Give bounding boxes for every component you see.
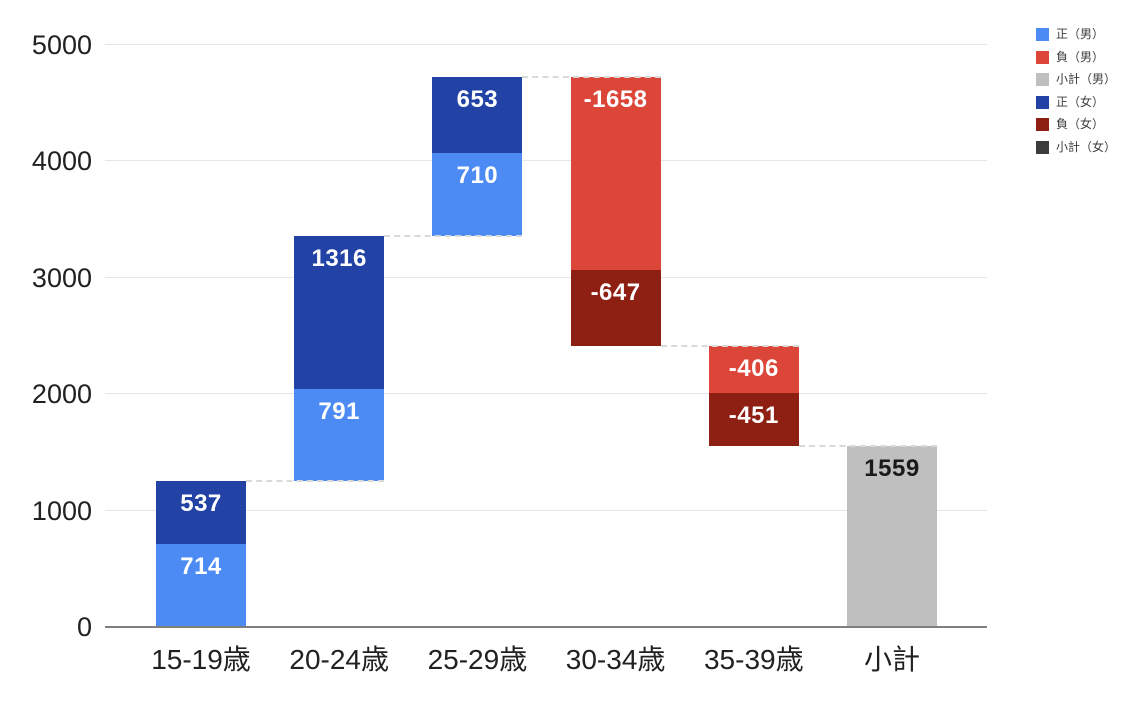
bar-value-label: -1658 [583,86,648,114]
y-tick-label-2000: 2000 [31,379,92,410]
bar-segment-正（男）[interactable]: 710 [432,153,523,237]
y-tick-label-5000: 5000 [31,30,92,60]
bar-segment-正（女）[interactable]: 1316 [294,236,385,390]
bar-segment-小計（男）[interactable]: 1559 [847,445,937,627]
y-tick-label-0: 0 [76,612,92,642]
gridline-2000 [105,393,987,395]
legend-item-正（女）[interactable]: 正（女） [1036,94,1104,110]
x-tick-label-30-34歳: 30-34歳 [565,644,666,675]
legend-swatch-icon [1036,95,1049,109]
x-tick-label-15-19歳: 15-19歳 [151,644,251,675]
legend-item-小計（男）[interactable]: 小計（男） [1036,71,1116,87]
x-tick-label-20-24歳: 20-24歳 [289,644,389,675]
bar-segment-正（男）[interactable]: 714 [156,543,246,627]
bar-value-label: 1316 [311,245,367,273]
bar-value-label: 710 [456,162,499,190]
bar-segment-負（男）[interactable]: -406 [708,345,799,394]
legend-swatch-icon [1036,72,1049,86]
bar-segment-負（女）[interactable]: -451 [708,393,799,446]
bar-value-label: -647 [590,279,641,307]
waterfall-connector [522,76,661,79]
legend-swatch-icon [1036,117,1049,131]
bar-value-label: 537 [180,490,222,518]
waterfall-connector [246,480,385,483]
legend-item-label: 負（男） [1056,50,1105,64]
legend-item-label: 正（男） [1056,27,1105,41]
bar-value-label: -451 [728,402,779,430]
legend-item-label: 負（女） [1056,117,1105,131]
y-tick-label-1000: 1000 [31,495,92,526]
waterfall-connector [798,444,937,447]
bar-value-label: 791 [318,398,360,426]
waterfall-connector [384,235,523,238]
legend-item-負（女）[interactable]: 負（女） [1036,116,1104,132]
x-axis-baseline [105,626,987,628]
bar-segment-負（女）[interactable]: -647 [570,270,661,346]
x-tick-label-25-29歳: 25-29歳 [427,644,528,675]
x-tick-label-小計: 小計 [863,644,920,675]
x-tick-label-35-39歳: 35-39歳 [703,644,804,675]
bar-segment-正（女）[interactable]: 653 [432,77,523,154]
legend-swatch-icon [1036,140,1049,154]
bar-segment-負（男）[interactable]: -1658 [570,77,661,271]
gridline-1000 [105,509,987,511]
gridline-3000 [105,276,987,278]
legend-item-label: 小計（女） [1056,140,1117,154]
bar-segment-正（女）[interactable]: 537 [156,481,246,544]
bar-value-label: 653 [456,86,499,114]
legend-swatch-icon [1036,27,1049,41]
bar-value-label: -406 [728,354,779,382]
legend-item-負（男）[interactable]: 負（男） [1036,49,1104,65]
legend-item-label: 小計（男） [1056,72,1117,86]
y-tick-label-3000: 3000 [31,262,92,293]
bar-segment-正（男）[interactable]: 791 [294,389,385,482]
legend-swatch-icon [1036,50,1049,64]
bar-value-label: 714 [180,552,222,580]
legend-item-label: 正（女） [1056,95,1105,109]
bar-value-label: 1559 [864,454,920,482]
y-tick-label-4000: 4000 [31,146,92,177]
gridline-4000 [105,160,987,162]
legend-item-小計（女）[interactable]: 小計（女） [1036,139,1116,155]
waterfall-connector [660,344,799,347]
legend-item-正（男）[interactable]: 正（男） [1036,26,1104,42]
gridline-5000 [105,44,987,45]
